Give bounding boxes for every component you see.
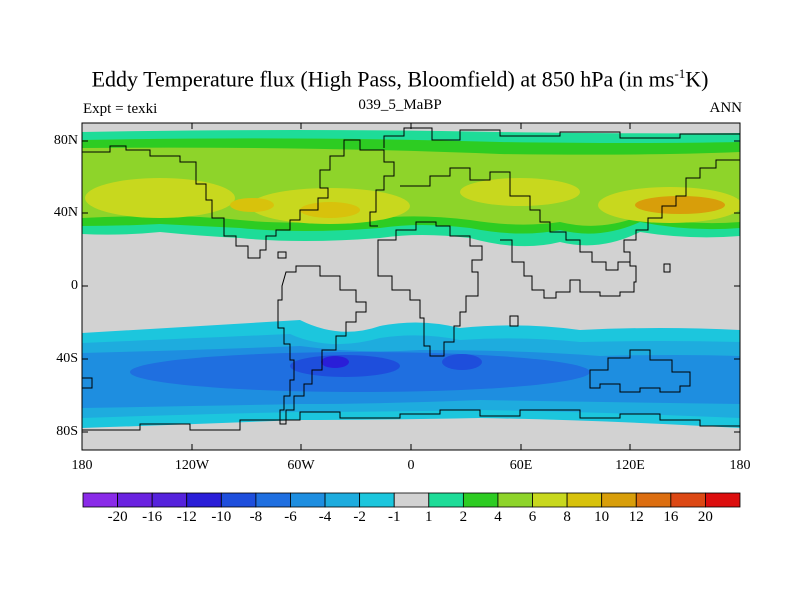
- colorbar-label: 6: [528, 509, 537, 525]
- colorbar-label: 4: [494, 509, 502, 525]
- x-label-180w: 180: [71, 458, 93, 473]
- map-title-tail: K): [685, 66, 709, 92]
- x-label-60e: 60E: [509, 458, 533, 473]
- colorbar-label: -20: [107, 509, 128, 525]
- colorbar-label: 10: [594, 509, 610, 525]
- colorbar-label: 16: [663, 509, 679, 525]
- madagascar-coast: [509, 315, 519, 327]
- colorbar-label: -1: [387, 509, 401, 525]
- season-label: ANN: [709, 100, 743, 116]
- x-label-120e: 120E: [615, 458, 645, 473]
- colorbar-box: [532, 492, 568, 508]
- run-label: 039_5_MaBP: [358, 97, 442, 113]
- map-field: [82, 123, 740, 450]
- colorbar-label: -2: [353, 509, 366, 525]
- x-label-60w: 60W: [287, 458, 315, 473]
- nh-max-3: [635, 196, 725, 214]
- colorbar-box: [670, 492, 706, 508]
- x-label-120w: 120W: [174, 458, 210, 473]
- colorbar-label: -16: [142, 509, 163, 525]
- colorbar-box: [255, 492, 291, 508]
- map-title-text: Eddy Temperature flux (High Pass, Bloomf…: [91, 66, 675, 92]
- africa-coast: [377, 221, 483, 357]
- south-asia-coast: [500, 239, 637, 299]
- colorbar-box: [324, 492, 361, 508]
- colorbar-label: 2: [459, 509, 468, 525]
- nh-blob-asia: [460, 178, 580, 206]
- coastlines: [81, 127, 740, 431]
- y-label-40s: 40S: [56, 351, 78, 366]
- sh-core-east: [442, 354, 482, 370]
- nh-blob-west: [85, 178, 235, 218]
- colorbar-box: [393, 492, 430, 508]
- australia-coast: [589, 349, 691, 393]
- colorbar-box: [601, 492, 637, 508]
- eurasia-south-coast: [400, 159, 740, 271]
- x-ticks: [81, 123, 741, 450]
- antarctica-coast: [82, 409, 740, 431]
- y-label-80s: 80S: [56, 424, 78, 439]
- y-label-80n: 80N: [53, 133, 78, 148]
- colorbar-box: [117, 492, 153, 508]
- nh-max-2: [300, 202, 360, 218]
- colorbar: [82, 492, 741, 508]
- x-label-0: 0: [407, 458, 415, 473]
- colorbar-label: -6: [284, 509, 297, 525]
- colorbar-box: [428, 492, 464, 508]
- colorbar-label: -8: [249, 509, 263, 525]
- colorbar-label: -12: [176, 509, 197, 525]
- x-label-180e: 180: [729, 458, 751, 473]
- colorbar-box: [566, 492, 603, 508]
- caribbean-coast: [277, 251, 287, 259]
- sh-max: [321, 356, 349, 368]
- north-america-coast: [82, 139, 395, 259]
- colorbar-box: [462, 492, 499, 508]
- y-label-40n: 40N: [53, 205, 78, 220]
- colorbar-label: 1: [425, 509, 433, 525]
- south-america-coast: [277, 265, 367, 425]
- y-label-0: 0: [71, 278, 78, 293]
- colorbar-box: [497, 492, 533, 508]
- colorbar-label: -10: [211, 509, 232, 525]
- colorbar-label: -4: [318, 509, 332, 525]
- colorbar-box: [186, 492, 222, 508]
- colorbar-label: 8: [563, 509, 571, 525]
- colorbar-box: [82, 492, 118, 508]
- colorbar-box: [705, 492, 741, 508]
- map-title-superscript: -1: [674, 66, 686, 81]
- antarctic-field: [82, 425, 740, 450]
- colorbar-box: [635, 492, 672, 508]
- colorbar-box: [220, 492, 257, 508]
- map-title: Eddy Temperature flux (High Pass, Bloomf…: [0, 66, 800, 92]
- japan-coast: [663, 263, 671, 273]
- colorbar-label: 20: [697, 509, 713, 525]
- colorbar-label: 12: [628, 509, 644, 525]
- experiment-label: Expt = texki: [83, 101, 158, 117]
- colorbar-box: [290, 492, 326, 508]
- colorbar-box: [359, 492, 395, 508]
- y-ticks: [82, 140, 740, 433]
- colorbar-box: [151, 492, 188, 508]
- nh-max-1: [230, 198, 274, 212]
- eurasia-north-coast: [383, 127, 740, 148]
